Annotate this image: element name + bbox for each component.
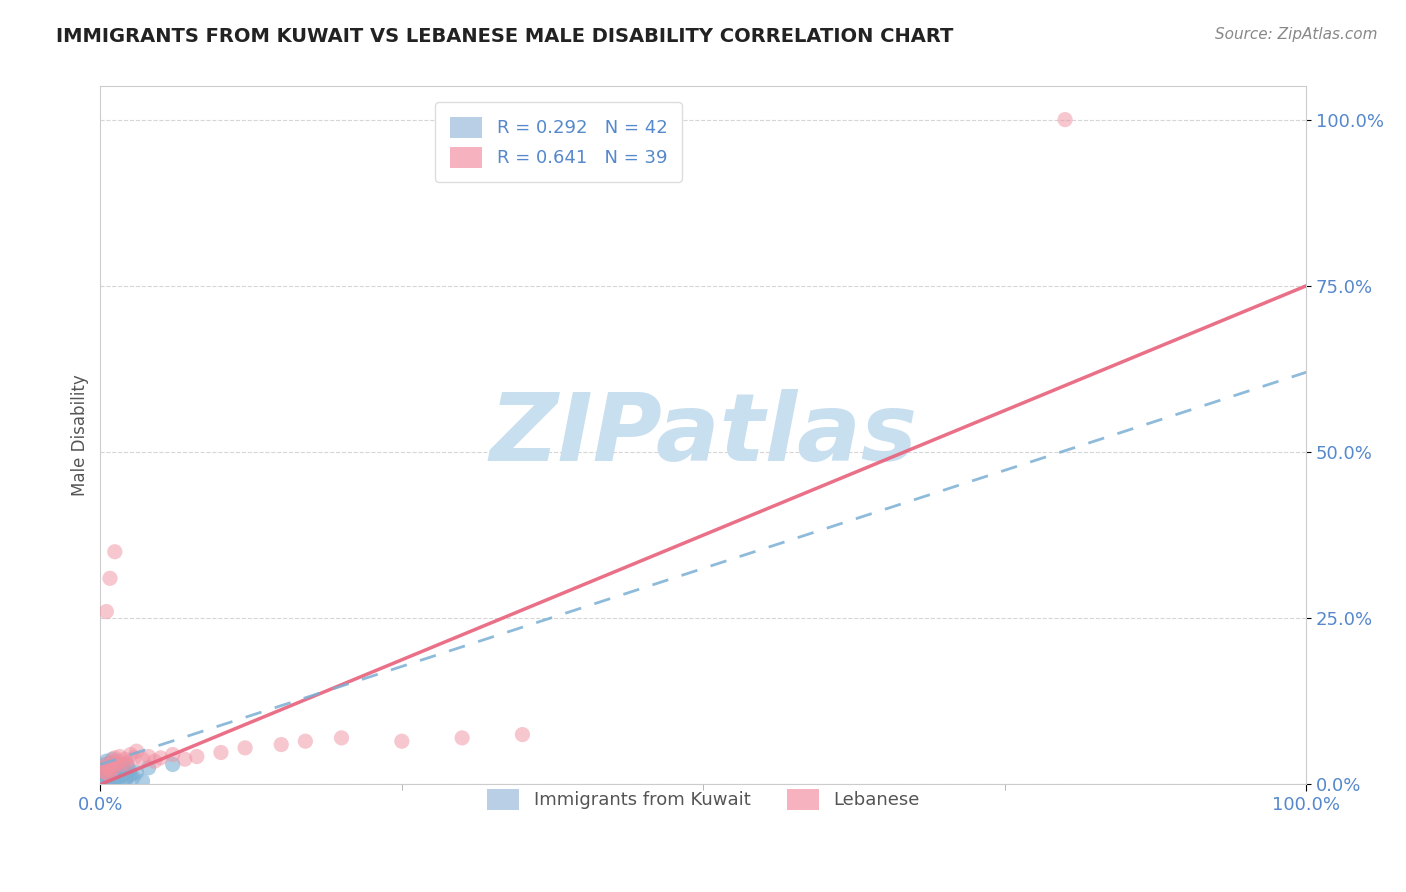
Point xyxy=(149,751,172,765)
Point xyxy=(107,759,129,773)
Point xyxy=(96,605,118,619)
Point xyxy=(125,765,148,780)
Point xyxy=(125,744,148,758)
Point xyxy=(112,761,135,775)
Point xyxy=(209,746,232,760)
Point xyxy=(270,738,292,752)
Text: Source: ZipAtlas.com: Source: ZipAtlas.com xyxy=(1215,27,1378,42)
Point xyxy=(108,769,131,783)
Point xyxy=(107,774,129,789)
Point xyxy=(97,763,120,777)
Point xyxy=(100,764,122,778)
Point xyxy=(173,752,195,766)
Point xyxy=(1054,112,1077,127)
Point xyxy=(97,759,120,773)
Point xyxy=(96,765,118,780)
Point xyxy=(98,756,121,771)
Text: IMMIGRANTS FROM KUWAIT VS LEBANESE MALE DISABILITY CORRELATION CHART: IMMIGRANTS FROM KUWAIT VS LEBANESE MALE … xyxy=(56,27,953,45)
Point xyxy=(115,757,138,772)
Point xyxy=(108,749,131,764)
Point xyxy=(138,749,160,764)
Point xyxy=(103,764,125,778)
Point xyxy=(93,761,115,775)
Point xyxy=(94,757,117,772)
Point xyxy=(98,571,121,585)
Point xyxy=(114,752,136,766)
Point xyxy=(96,757,118,772)
Point xyxy=(104,545,127,559)
Point xyxy=(100,765,122,780)
Legend: Immigrants from Kuwait, Lebanese: Immigrants from Kuwait, Lebanese xyxy=(472,774,935,824)
Point xyxy=(111,757,134,772)
Point xyxy=(96,754,118,768)
Point xyxy=(98,771,121,785)
Point xyxy=(143,754,166,768)
Point xyxy=(122,751,145,765)
Point xyxy=(131,752,153,766)
Point xyxy=(117,769,139,783)
Point xyxy=(105,766,128,780)
Point xyxy=(104,757,127,772)
Point xyxy=(101,772,124,786)
Point xyxy=(91,764,114,778)
Text: ZIPatlas: ZIPatlas xyxy=(489,390,917,482)
Point xyxy=(120,767,142,781)
Point xyxy=(94,771,117,785)
Point xyxy=(93,767,115,781)
Point xyxy=(110,764,132,778)
Point xyxy=(294,734,316,748)
Point xyxy=(111,767,134,781)
Point xyxy=(97,767,120,781)
Point xyxy=(162,757,184,772)
Point xyxy=(186,749,208,764)
Point xyxy=(101,754,124,768)
Point xyxy=(115,756,138,771)
Point xyxy=(162,747,184,762)
Point xyxy=(97,767,120,781)
Point xyxy=(101,752,124,766)
Point xyxy=(93,761,115,775)
Point xyxy=(98,759,121,773)
Point xyxy=(233,740,256,755)
Point xyxy=(122,771,145,785)
Point xyxy=(391,734,413,748)
Point xyxy=(94,765,117,780)
Y-axis label: Male Disability: Male Disability xyxy=(72,375,89,496)
Point xyxy=(91,764,114,778)
Point xyxy=(96,772,118,786)
Point xyxy=(107,754,129,768)
Point xyxy=(138,761,160,775)
Point xyxy=(451,731,474,745)
Point xyxy=(114,772,136,786)
Point xyxy=(114,765,136,780)
Point xyxy=(512,728,534,742)
Point xyxy=(104,751,127,765)
Point xyxy=(330,731,353,745)
Point xyxy=(120,747,142,762)
Point xyxy=(103,761,125,775)
Point xyxy=(100,761,122,775)
Point xyxy=(118,763,141,777)
Point xyxy=(97,763,120,777)
Point xyxy=(105,771,128,785)
Point xyxy=(103,767,125,781)
Point xyxy=(131,774,153,789)
Point xyxy=(105,763,128,777)
Point xyxy=(97,769,120,783)
Point xyxy=(105,757,128,772)
Point xyxy=(104,769,127,783)
